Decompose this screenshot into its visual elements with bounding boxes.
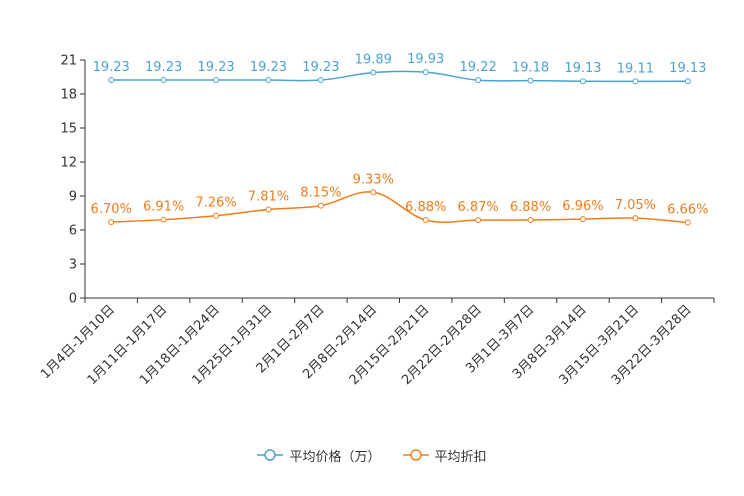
series-line-discount [111,191,688,224]
data-point-price[interactable] [684,78,691,85]
data-label-price: 19.18 [512,61,549,76]
data-point-discount[interactable] [684,219,691,226]
data-label-discount: 9.33% [353,172,394,187]
data-label-discount: 7.05% [615,198,656,213]
data-point-discount[interactable] [265,206,272,213]
data-label-price: 19.23 [250,60,287,75]
y-tick-label: 18 [60,88,77,103]
data-point-price[interactable] [370,69,377,76]
data-point-discount[interactable] [632,215,639,222]
data-point-price[interactable] [579,78,586,85]
data-point-price[interactable] [108,77,115,84]
data-point-price[interactable] [213,77,220,84]
data-label-price: 19.93 [407,52,444,67]
y-tick-label: 12 [60,156,77,171]
data-point-price[interactable] [160,77,167,84]
data-point-price[interactable] [422,69,429,76]
data-label-discount: 6.96% [562,199,603,214]
data-point-price[interactable] [527,77,534,84]
data-point-discount[interactable] [370,189,377,196]
data-label-price: 19.23 [197,60,234,75]
data-label-discount: 6.91% [143,200,184,215]
legend-item-price[interactable]: 平均价格（万） [257,446,381,465]
data-point-discount[interactable] [422,217,429,224]
data-label-price: 19.23 [302,60,339,75]
data-label-price: 19.89 [355,53,392,68]
data-point-discount[interactable] [160,216,167,223]
data-label-price: 19.23 [145,60,182,75]
legend-item-discount[interactable]: 平均折扣 [402,446,487,465]
y-tick-label: 15 [60,122,77,137]
x-axis: 1月4日-1月10日1月11日-1月17日1月18日-1月24日1月25日-1月… [38,297,715,388]
data-label-price: 19.22 [460,60,497,75]
legend-label-discount: 平均折扣 [434,449,487,465]
series-price: 19.23 19.23 19.23 19.23 19.23 19.89 19.93 19.22… [93,52,706,85]
series-discount: 6.70% 6.91% 7.26% 7.81% 8.15% 9.33% 6.88% 6.87%… [91,172,708,226]
legend: 平均价格（万） 平均折扣 [0,444,744,466]
data-label-price: 19.13 [564,61,601,76]
data-label-discount: 7.81% [248,189,289,204]
data-point-price[interactable] [265,77,272,84]
data-label-discount: 6.87% [457,200,498,215]
y-tick-label: 6 [69,224,77,239]
data-label-price: 19.13 [669,61,706,76]
data-label-price: 19.11 [617,61,654,76]
data-label-discount: 7.26% [195,196,236,211]
data-point-discount[interactable] [317,202,324,209]
data-point-discount[interactable] [475,217,482,224]
data-label-price: 19.23 [93,60,130,75]
data-label-discount: 8.15% [300,186,341,201]
y-tick-label: 21 [60,54,77,69]
data-label-discount: 6.66% [667,203,708,218]
data-point-discount[interactable] [213,212,220,219]
data-label-discount: 6.88% [405,200,446,215]
y-tick-label: 9 [69,190,77,205]
y-tick-label: 3 [69,258,77,273]
data-point-price[interactable] [632,78,639,85]
y-tick-label: 0 [69,292,77,307]
data-point-discount[interactable] [527,217,534,224]
data-label-discount: 6.88% [510,200,551,215]
data-point-price[interactable] [317,77,324,84]
legend-swatch-discount [402,449,429,461]
legend-label-price: 平均价格（万） [289,449,381,465]
data-point-price[interactable] [475,77,482,84]
legend-swatch-price [257,449,284,461]
data-point-discount[interactable] [579,216,586,223]
series-line-price [111,70,688,83]
series-area: 19.23 19.23 19.23 19.23 19.23 19.89 19.93 19.22… [91,52,708,226]
y-axis: 0 3 6 9 12 15 18 21 [60,54,86,307]
data-point-discount[interactable] [108,219,115,226]
data-label-discount: 6.70% [91,202,132,217]
